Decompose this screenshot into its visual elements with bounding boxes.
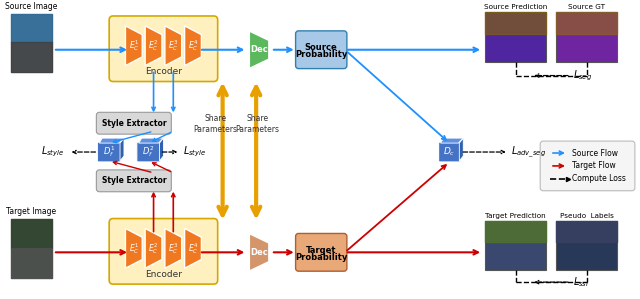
Text: $D_c$: $D_c$	[444, 146, 456, 158]
Text: $E_C^4$: $E_C^4$	[188, 38, 198, 53]
Text: Dec: Dec	[250, 45, 268, 54]
Text: Share
Parameters: Share Parameters	[194, 114, 237, 134]
Polygon shape	[145, 228, 162, 268]
Text: Source GT: Source GT	[568, 4, 605, 10]
FancyBboxPatch shape	[109, 219, 218, 284]
Text: Pseudo  Labels: Pseudo Labels	[559, 213, 614, 219]
FancyBboxPatch shape	[540, 141, 635, 191]
Text: $L_{style}$: $L_{style}$	[183, 145, 207, 159]
Polygon shape	[184, 26, 202, 65]
Text: Target Prediction: Target Prediction	[485, 213, 546, 219]
Text: Source Image: Source Image	[5, 2, 58, 11]
Polygon shape	[145, 26, 162, 65]
Text: Target Image: Target Image	[6, 207, 56, 216]
Text: $D_f^2$: $D_f^2$	[143, 145, 155, 159]
Text: $E_C^1$: $E_C^1$	[129, 38, 139, 53]
Text: Target Flow: Target Flow	[572, 161, 616, 170]
Polygon shape	[139, 138, 163, 143]
FancyBboxPatch shape	[137, 142, 161, 162]
Polygon shape	[125, 228, 142, 268]
Text: $E_C^4$: $E_C^4$	[188, 241, 198, 256]
FancyBboxPatch shape	[10, 219, 52, 278]
FancyBboxPatch shape	[556, 12, 617, 62]
Text: Encoder: Encoder	[145, 67, 182, 76]
Polygon shape	[120, 138, 124, 161]
FancyBboxPatch shape	[438, 142, 460, 162]
Text: $E_C^2$: $E_C^2$	[148, 241, 159, 256]
Text: Compute Loss: Compute Loss	[572, 174, 626, 183]
FancyBboxPatch shape	[10, 14, 52, 71]
Polygon shape	[165, 228, 182, 268]
FancyBboxPatch shape	[97, 142, 121, 162]
Text: $L_{adv\_seg}$: $L_{adv\_seg}$	[511, 144, 546, 160]
FancyBboxPatch shape	[109, 16, 218, 82]
Polygon shape	[249, 31, 269, 68]
Text: Source Flow: Source Flow	[572, 149, 618, 158]
Text: $L_{style}$: $L_{style}$	[42, 145, 65, 159]
Text: Source: Source	[305, 43, 338, 53]
FancyBboxPatch shape	[296, 31, 347, 68]
Text: Share
Parameters: Share Parameters	[235, 114, 279, 134]
FancyBboxPatch shape	[97, 170, 172, 192]
Text: $L_{ssl}$: $L_{ssl}$	[573, 275, 589, 289]
FancyBboxPatch shape	[556, 221, 617, 270]
FancyBboxPatch shape	[485, 221, 546, 270]
FancyBboxPatch shape	[485, 12, 546, 62]
Polygon shape	[460, 138, 463, 161]
FancyBboxPatch shape	[97, 112, 172, 134]
Text: Probability: Probability	[295, 51, 348, 60]
Polygon shape	[159, 138, 163, 161]
Text: $L_{seg}$: $L_{seg}$	[573, 68, 592, 83]
Text: $E_C^1$: $E_C^1$	[129, 241, 139, 256]
Text: Style Extractor: Style Extractor	[102, 119, 166, 128]
Text: Style Extractor: Style Extractor	[102, 176, 166, 185]
Text: Source Prediction: Source Prediction	[484, 4, 547, 10]
Polygon shape	[440, 138, 463, 143]
Text: $E_C^3$: $E_C^3$	[168, 241, 179, 256]
Text: Encoder: Encoder	[145, 270, 182, 279]
Polygon shape	[99, 138, 124, 143]
FancyBboxPatch shape	[296, 234, 347, 271]
Text: Dec: Dec	[250, 248, 268, 257]
Text: Target: Target	[306, 246, 337, 255]
Text: $D_f^1$: $D_f^1$	[103, 145, 115, 159]
Polygon shape	[249, 234, 269, 271]
Polygon shape	[165, 26, 182, 65]
Text: Probability: Probability	[295, 253, 348, 262]
Text: $E_C^3$: $E_C^3$	[168, 38, 179, 53]
Polygon shape	[184, 228, 202, 268]
Text: $E_C^2$: $E_C^2$	[148, 38, 159, 53]
Polygon shape	[125, 26, 142, 65]
